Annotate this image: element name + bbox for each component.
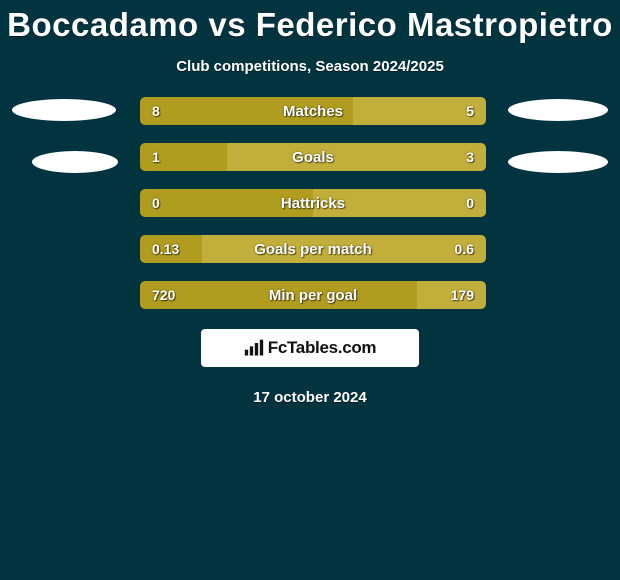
brand-text: FcTables.com: [268, 338, 377, 358]
bar-left-seg: [140, 235, 202, 263]
bar-right-seg: [227, 143, 487, 171]
ellipse-decor: [508, 151, 608, 173]
date-label: 17 october 2024: [253, 389, 366, 406]
stat-bar: Min per goal720179: [140, 281, 486, 309]
comparison-bars: Matches85 Goals13 Hattricks00 Goals per mat…: [140, 97, 486, 309]
bars-icon: [244, 339, 264, 357]
subtitle: Club competitions, Season 2024/2025: [176, 58, 444, 75]
stat-bar: Matches85: [140, 97, 486, 125]
bar-right-seg: [202, 235, 486, 263]
right-player-marks: [508, 97, 608, 173]
stat-bar: Goals per match0.130.6: [140, 235, 486, 263]
stat-bar: Goals13: [140, 143, 486, 171]
left-player-marks: [12, 97, 118, 173]
ellipse-decor: [32, 151, 118, 173]
bar-right-seg: [353, 97, 486, 125]
bar-right-seg: [313, 189, 486, 217]
ellipse-decor: [12, 99, 116, 121]
brand-badge[interactable]: FcTables.com: [201, 329, 419, 367]
stat-bar: Hattricks00: [140, 189, 486, 217]
bar-right-seg: [417, 281, 486, 309]
bar-left-seg: [140, 281, 417, 309]
bar-left-seg: [140, 143, 227, 171]
page-title: Boccadamo vs Federico Mastropietro: [7, 6, 613, 44]
bar-left-seg: [140, 97, 353, 125]
ellipse-decor: [508, 99, 608, 121]
bar-left-seg: [140, 189, 313, 217]
chart-area: Matches85 Goals13 Hattricks00 Goals per mat…: [0, 97, 620, 309]
comparison-card: Boccadamo vs Federico Mastropietro Club …: [0, 0, 620, 406]
